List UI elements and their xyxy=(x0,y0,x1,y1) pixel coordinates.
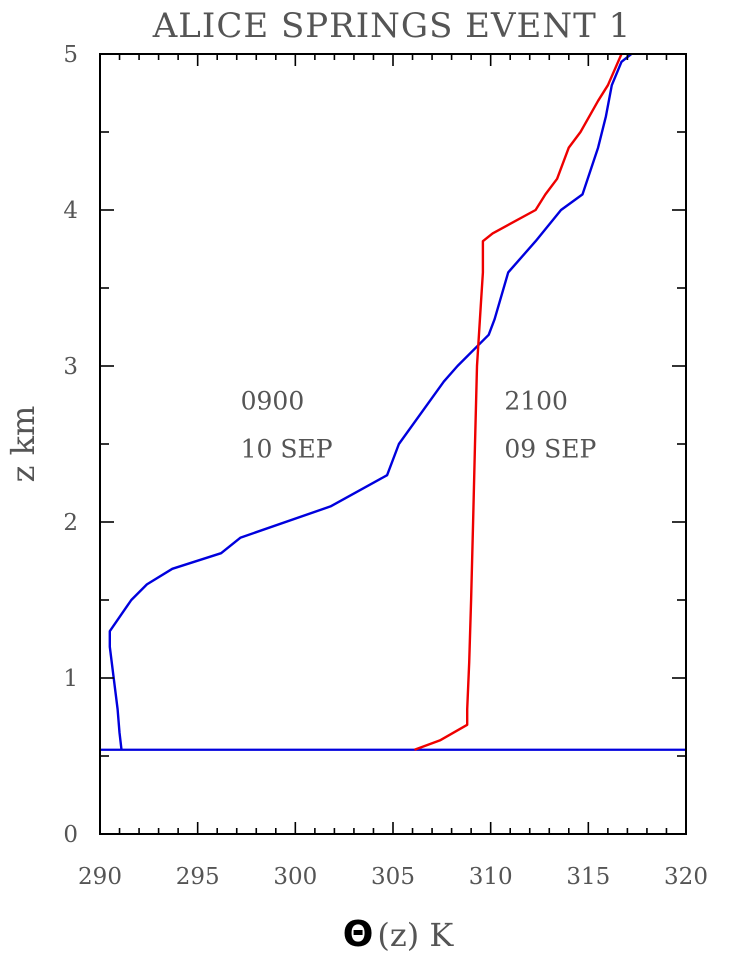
y-axis-label: z km xyxy=(4,406,42,483)
annotation-date-2: 09 SEP xyxy=(504,435,596,464)
series-line-blue xyxy=(108,54,633,750)
x-tick-label: 310 xyxy=(469,864,513,890)
x-tick-label: 320 xyxy=(664,864,708,890)
x-axis-label: Θ (z) K xyxy=(343,914,455,955)
x-tick-label: 315 xyxy=(566,864,610,890)
series-line-red xyxy=(414,54,623,751)
x-axis-label-text: (z) K xyxy=(377,916,454,954)
y-tick-label: 4 xyxy=(63,198,78,224)
y-tick-label: 1 xyxy=(63,666,78,692)
y-tick-label: 5 xyxy=(63,42,78,68)
x-tick-label: 300 xyxy=(273,864,317,890)
y-tick-label: 0 xyxy=(63,822,78,848)
annotation-date-1: 10 SEP xyxy=(241,435,333,464)
chart-title: ALICE SPRINGS EVENT 1 xyxy=(152,6,631,46)
annotation-time-1: 0900 xyxy=(241,387,305,416)
annotation-time-2: 2100 xyxy=(504,387,568,416)
x-axis-label-symbol: Θ xyxy=(343,914,374,955)
y-tick-label: 2 xyxy=(63,510,78,536)
plot-frame xyxy=(99,53,687,835)
x-tick-label: 290 xyxy=(78,864,122,890)
y-tick-label: 3 xyxy=(63,354,78,380)
x-tick-label: 305 xyxy=(371,864,415,890)
x-tick-label: 295 xyxy=(176,864,220,890)
